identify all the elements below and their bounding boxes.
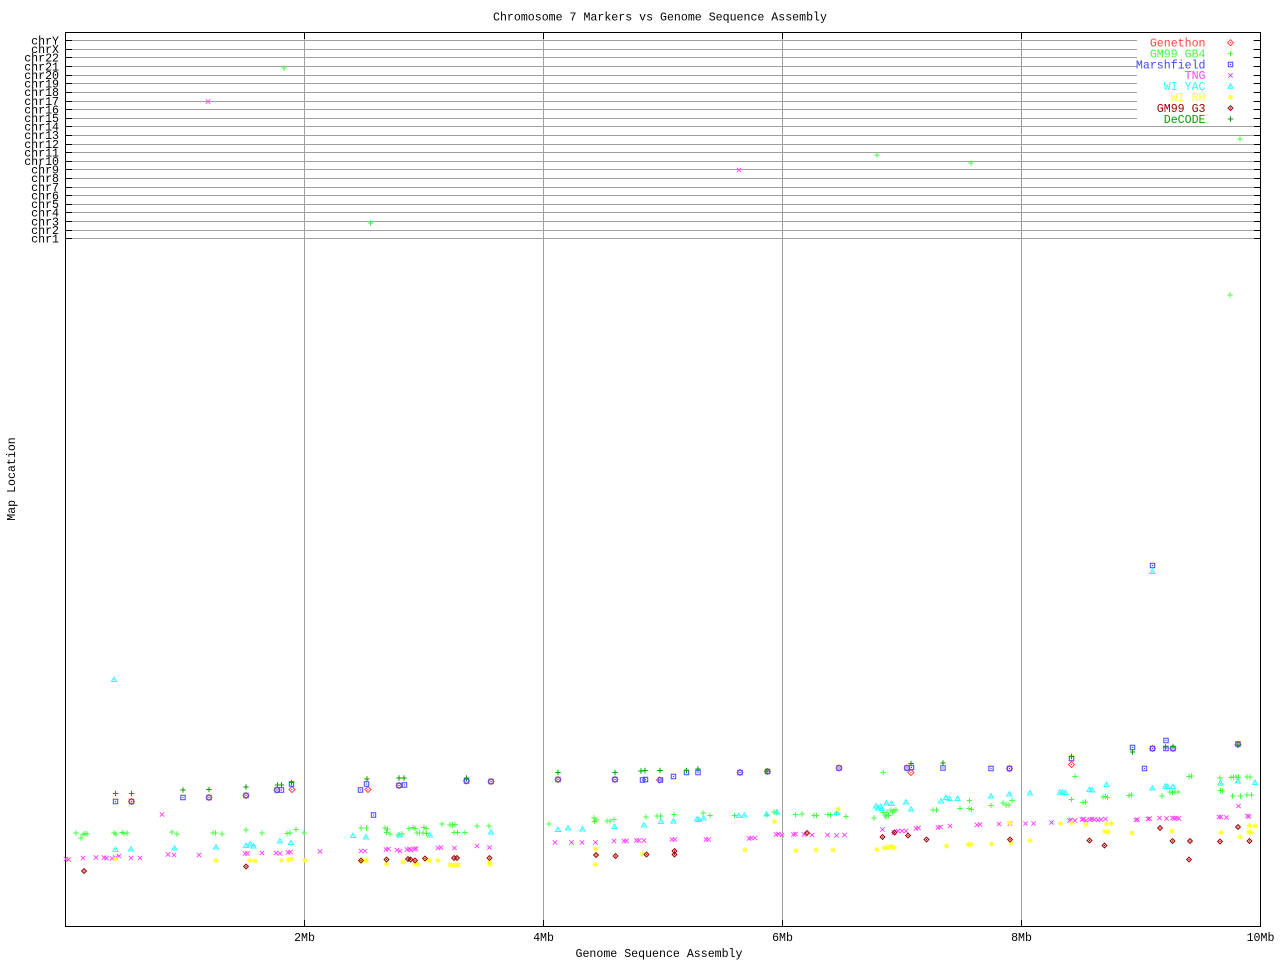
svg-text:chr2: chr2 [31,225,59,238]
svg-text:8Mb: 8Mb [1011,932,1032,945]
svg-text:chr22: chr22 [24,53,59,66]
svg-text:chr7: chr7 [31,182,59,195]
svg-text:chr14: chr14 [24,122,59,135]
svg-text:chr17: chr17 [24,96,59,109]
svg-text:WI YAC: WI YAC [1164,81,1206,94]
svg-text:chrY: chrY [31,36,59,49]
svg-text:chr9: chr9 [31,165,59,178]
svg-text:2Mb: 2Mb [294,932,315,945]
svg-text:Genethon: Genethon [1150,38,1206,51]
svg-text:chr13: chr13 [24,130,59,143]
svg-text:chr19: chr19 [24,79,59,92]
svg-text:chr16: chr16 [24,104,59,117]
svg-text:GM99 G3: GM99 G3 [1157,103,1206,116]
svg-text:chr20: chr20 [24,70,59,83]
svg-text:chr1: chr1 [31,234,59,247]
svg-text:chr18: chr18 [24,87,59,100]
svg-text:chr3: chr3 [31,216,59,229]
svg-text:10Mb: 10Mb [1247,932,1275,945]
svg-text:chr15: chr15 [24,113,59,126]
svg-text:GM99 GB4: GM99 GB4 [1150,48,1206,61]
svg-text:chr8: chr8 [31,173,59,186]
svg-text:Marshfield: Marshfield [1136,59,1206,72]
svg-text:4Mb: 4Mb [533,932,554,945]
svg-text:6Mb: 6Mb [772,932,793,945]
svg-text:chr6: chr6 [31,190,59,203]
svg-text:chr10: chr10 [24,156,59,169]
svg-text:WI RH: WI RH [1171,92,1206,105]
svg-text:chr11: chr11 [24,147,59,160]
svg-text:chr21: chr21 [24,61,59,74]
svg-text:chr4: chr4 [31,208,59,221]
svg-text:DeCODE: DeCODE [1164,114,1206,127]
svg-text:Map Location: Map Location [6,437,19,521]
svg-text:Chromosome 7 Markers vs Genome: Chromosome 7 Markers vs Genome Sequence … [493,12,827,25]
svg-text:chr12: chr12 [24,139,59,152]
svg-text:TNG: TNG [1185,70,1206,83]
svg-text:Genome Sequence Assembly: Genome Sequence Assembly [576,948,743,960]
svg-text:chr5: chr5 [31,199,59,212]
svg-text:chrX: chrX [31,44,59,57]
